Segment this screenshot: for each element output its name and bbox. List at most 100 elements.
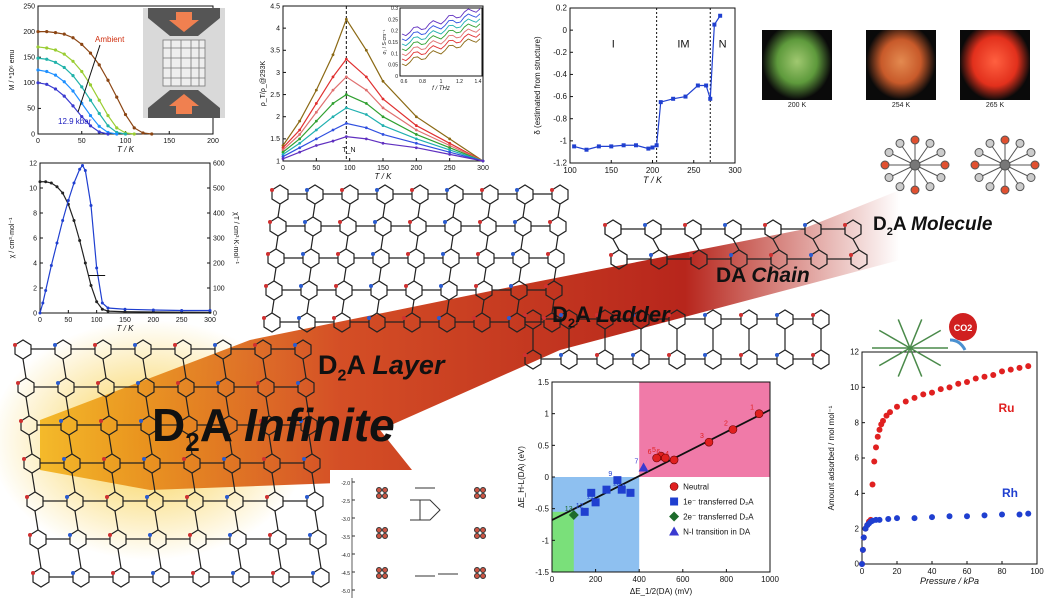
atom: [985, 182, 995, 192]
ring-unit: [304, 216, 322, 237]
data-point: [106, 306, 110, 310]
ring-unit: [610, 249, 628, 270]
atom: [1000, 135, 1010, 145]
inset-x-label: f / THz: [432, 86, 450, 92]
atom: [1015, 138, 1025, 148]
atom: [268, 533, 272, 537]
x-tick-label: 40: [928, 567, 937, 576]
metal-center: [909, 159, 921, 171]
molecule-icon: [376, 573, 382, 579]
atom: [222, 457, 226, 461]
atom: [523, 353, 527, 357]
bond: [151, 472, 156, 493]
atom: [108, 533, 112, 537]
ring-unit: [560, 349, 578, 370]
atom: [884, 173, 894, 182]
ring-unit: [100, 415, 118, 436]
ring-unit: [263, 453, 281, 474]
x-tick-label: 200: [589, 575, 603, 584]
ring-unit: [405, 280, 423, 301]
data-point: [414, 137, 418, 141]
atom: [151, 571, 155, 575]
atom: [936, 148, 946, 157]
data-point: [314, 88, 318, 92]
x-tick-label: 0: [38, 317, 42, 324]
framework-bond: [897, 319, 911, 349]
atom: [93, 343, 97, 347]
data-point: [650, 145, 655, 150]
data-point: [45, 57, 49, 61]
ring-unit: [149, 529, 167, 550]
data-point: [990, 371, 997, 378]
up-arrow-icon: [169, 94, 199, 114]
ring-unit: [510, 280, 528, 301]
bond: [557, 203, 561, 218]
bond: [222, 358, 227, 379]
x-tick-label: 300: [204, 317, 216, 324]
ring-unit: [306, 184, 324, 205]
atom: [296, 381, 300, 385]
x-tick-label: 0: [36, 138, 40, 145]
co2-label: CO2: [954, 323, 973, 333]
molecule-icon: [474, 493, 480, 499]
atom: [332, 316, 336, 320]
bond: [312, 203, 316, 218]
ring-unit: [372, 248, 390, 269]
data-point: [937, 386, 944, 393]
molecule-icon: [382, 567, 388, 573]
atom: [480, 188, 484, 192]
bond: [117, 548, 122, 569]
ring-unit: [174, 339, 192, 360]
two-e-region: [552, 511, 574, 572]
y-tick-label: 6: [33, 235, 37, 242]
neutral-region: [639, 382, 770, 477]
data-point: [72, 181, 76, 185]
ring-unit: [596, 349, 614, 370]
data-point: [61, 219, 65, 222]
atom: [974, 148, 984, 157]
molecule-icon: [382, 493, 388, 499]
ring-unit: [269, 216, 287, 237]
data-point: [106, 132, 110, 136]
bond: [262, 358, 267, 379]
atom: [546, 252, 550, 256]
ring-unit: [479, 216, 497, 237]
molecule-icon: [480, 487, 486, 493]
point-label: 12: [576, 503, 584, 510]
data-point: [97, 111, 101, 116]
atom: [185, 495, 189, 499]
data-point: [911, 515, 918, 522]
data-point: [876, 516, 883, 523]
data-point: [80, 42, 84, 47]
bond: [275, 235, 279, 250]
ring-unit: [214, 339, 232, 360]
label-da-chain: DA Chain: [716, 264, 810, 287]
ring-unit: [411, 184, 429, 205]
atom: [297, 316, 301, 320]
x-tick-label: 100: [344, 165, 356, 172]
data-point: [141, 131, 145, 135]
x-tick-label: 300: [728, 166, 742, 175]
bond: [22, 358, 27, 379]
data-point: [964, 379, 970, 386]
atom: [667, 313, 671, 317]
x-tick-label: 0: [281, 165, 285, 172]
data-point: [344, 106, 348, 110]
data-point: [61, 191, 65, 195]
data-point: [344, 75, 348, 79]
ring-unit: [549, 216, 567, 237]
molecule-icon: [376, 493, 382, 499]
atom: [96, 381, 100, 385]
y-tick-label: -1.5: [535, 568, 549, 577]
ring-unit: [850, 249, 868, 270]
label-d2a-layer: D2A Layer: [318, 350, 445, 385]
atom: [523, 313, 527, 317]
bond: [415, 235, 419, 250]
data-point: [36, 56, 40, 60]
atom: [22, 457, 26, 461]
atom: [811, 353, 815, 357]
molecule-icon: [474, 527, 480, 533]
x-axis-label: ΔE_1/2(DA) (mV): [630, 587, 693, 596]
framework-bond: [909, 319, 923, 349]
ring-unit: [232, 567, 250, 588]
